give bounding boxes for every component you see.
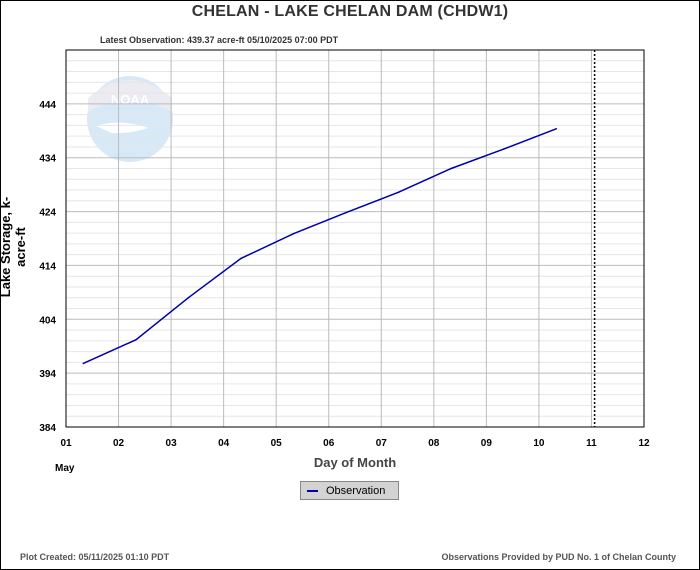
y-tick-label: 434 xyxy=(39,154,56,165)
x-tick-label: 10 xyxy=(533,438,545,449)
x-tick-label: 07 xyxy=(376,438,388,449)
data-point xyxy=(397,191,400,193)
series-line-observation xyxy=(82,128,557,365)
noaa-logo: NOAA xyxy=(87,76,173,162)
x-tick-label: 05 xyxy=(271,438,283,449)
y-tick-label: 384 xyxy=(39,423,56,434)
data-point xyxy=(187,296,190,299)
x-tick-label: 04 xyxy=(218,438,230,449)
data-point xyxy=(345,211,347,214)
y-tick-label: 404 xyxy=(39,315,56,326)
data-point xyxy=(240,257,242,260)
series-layer xyxy=(82,127,558,365)
y-axis-label: Lake Storage, k-acre-ft xyxy=(0,196,28,298)
legend-swatch-observation xyxy=(307,489,318,492)
data-point xyxy=(292,232,295,235)
x-tick-label: 03 xyxy=(166,438,178,449)
data-provider: Observations Provided by PUD No. 1 of Ch… xyxy=(441,552,676,562)
noaa-logo-text: NOAA xyxy=(111,92,150,107)
x-tick-label: 01 xyxy=(60,438,72,449)
chart-title: CHELAN - LAKE CHELAN DAM (CHDW1) xyxy=(191,3,509,20)
y-tick-label: 414 xyxy=(39,261,56,272)
plot-created: Plot Created: 05/11/2025 01:10 PDT xyxy=(20,552,170,562)
legend-label-observation: Observation xyxy=(326,484,386,497)
x-axis-label: Day of Month xyxy=(313,455,397,470)
x-axis-month: May xyxy=(55,463,75,474)
axes: 384 394 404 414 424 434 444 01 02 03 04 05 06 07 08 09 1… xyxy=(39,50,650,449)
x-tick-label: 11 xyxy=(586,438,597,449)
x-tick-label: 12 xyxy=(638,438,650,449)
y-tick-label: 444 xyxy=(39,100,56,111)
x-tick-label: 06 xyxy=(323,438,335,449)
plot-background xyxy=(66,50,644,427)
legend: Observation xyxy=(300,481,399,500)
data-point xyxy=(502,148,505,150)
data-point xyxy=(135,338,137,341)
data-point xyxy=(450,167,452,170)
x-tick-label: 02 xyxy=(113,438,125,449)
plot-border xyxy=(65,49,645,428)
x-tick-label: 09 xyxy=(481,438,493,449)
data-point xyxy=(555,127,558,130)
y-tick-label: 394 xyxy=(39,369,56,380)
data-point xyxy=(82,362,85,365)
latest-observation: Latest Observation: 439.37 acre-ft 05/10… xyxy=(100,35,339,45)
y-tick-label: 424 xyxy=(39,208,56,219)
x-tick-label: 08 xyxy=(428,438,440,449)
